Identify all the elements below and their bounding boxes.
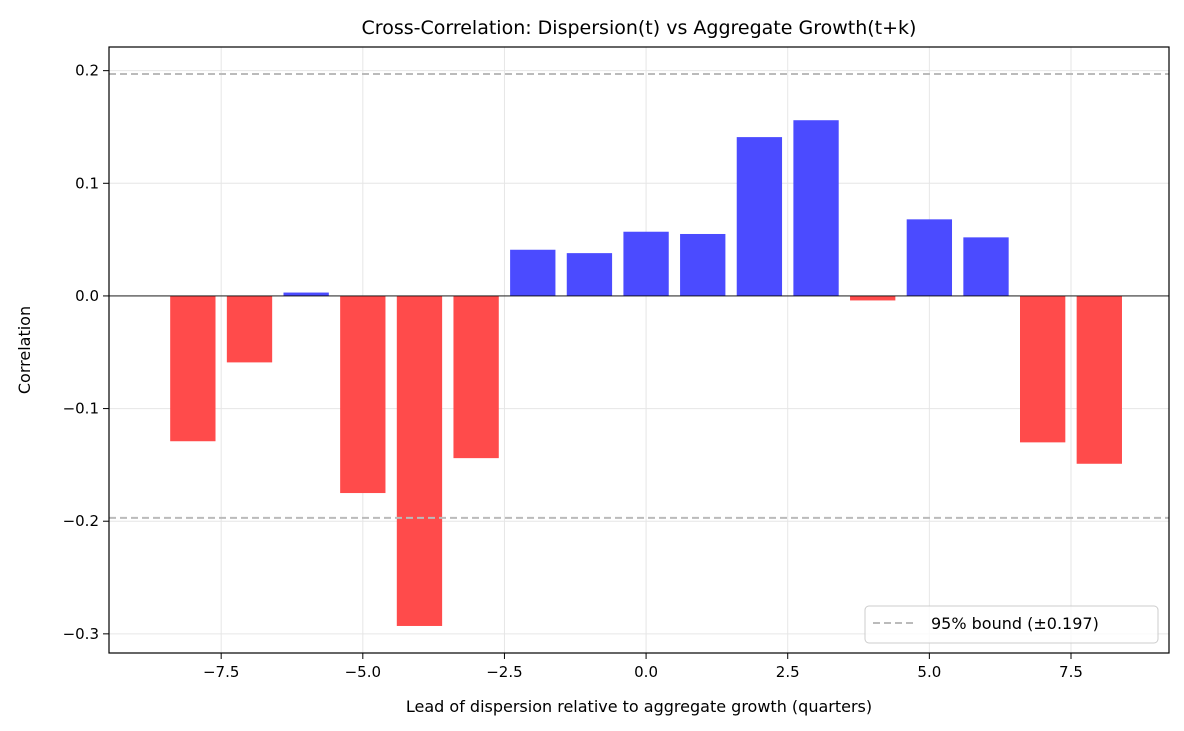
x-tick-label: −7.5 [203,663,239,681]
y-tick-label: 0.0 [75,287,99,305]
bar [1076,295,1122,464]
plot-frame [108,46,1170,654]
y-tick-label: 0.2 [75,62,99,80]
chart-title: Cross-Correlation: Dispersion(t) vs Aggr… [362,17,917,39]
legend-label: 95% bound (±0.197) [931,614,1099,633]
bar [793,120,839,296]
bar [736,137,783,296]
bar [566,253,613,296]
bar [963,237,1009,296]
y-tick-label: −0.1 [63,400,99,418]
bar [340,295,386,494]
bar [170,295,216,442]
x-tick-label: −2.5 [486,663,522,681]
bar [226,295,273,363]
bar [680,233,726,296]
y-axis-label: Correlation [15,306,34,394]
x-tick-label: 7.5 [1059,663,1083,681]
bar [510,249,556,296]
y-tick-label: −0.3 [63,625,99,643]
x-tick-label: −5.0 [345,663,381,681]
bar [283,292,329,296]
legend: 95% bound (±0.197) [864,605,1159,644]
x-tick-label: 2.5 [776,663,800,681]
bar [623,231,669,296]
bar [1019,295,1066,443]
x-tick-label: 5.0 [917,663,941,681]
y-tick-label: 0.1 [75,174,99,192]
x-axis-label: Lead of dispersion relative to aggregate… [406,697,872,716]
bar [850,295,896,301]
bar [453,295,499,459]
x-tick-label: 0.0 [634,663,658,681]
bar [396,295,443,626]
bar [906,219,953,296]
y-tick-label: −0.2 [63,512,99,530]
